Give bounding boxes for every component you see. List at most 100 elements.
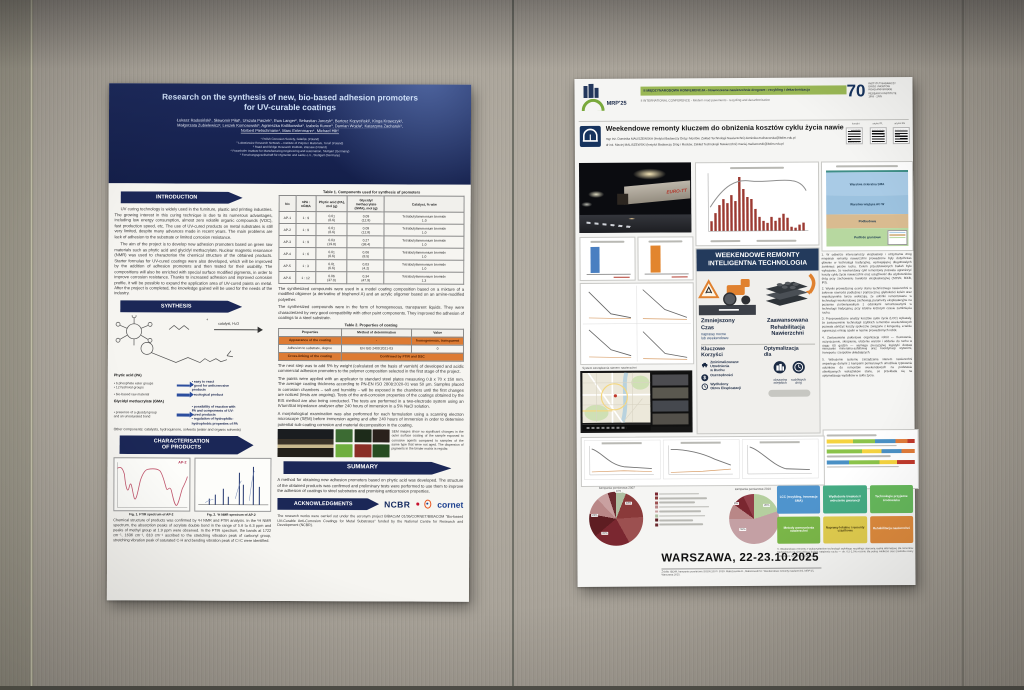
cell: 0.01 (6.6) — [316, 211, 348, 224]
cell: homogeneous, transparent — [411, 336, 464, 346]
optimization-item: ruchliwych dróg — [791, 360, 806, 385]
column-header: Value — [411, 328, 464, 338]
wall-seam-right — [962, 0, 964, 690]
reaction-scheme-drawing — [115, 313, 263, 364]
table-row: AP-5 1 : 3 0.01 (6.6) 0.03 (4.2) Tetrabutyla… — [278, 259, 464, 273]
conclusion-box: Rehabilitacja nawierzchni — [869, 515, 914, 544]
logo-building — [583, 85, 588, 98]
synthesis-bullet-row: • presence of a glycidyl group and an un… — [113, 404, 272, 426]
pavement-layers-icon — [765, 273, 816, 307]
optimization-label: ruchliwych dróg — [790, 377, 806, 385]
city-map-drawing — [582, 372, 651, 423]
benefits-lists-row: Kluczowe Korzyści Zminimalizowane Utrudn… — [697, 346, 819, 399]
column-header: Properties — [278, 328, 342, 337]
column-header: Phytic acid (PA), mol (g) — [316, 195, 348, 212]
truck-logo-text: EURO-TT — [666, 187, 687, 195]
blue-bar — [590, 246, 600, 273]
arrow-right-icon — [176, 393, 190, 397]
logo-building — [588, 83, 594, 98]
characterisation-paragraph: Chemical structure of products was confi… — [113, 517, 272, 543]
cell: AP-6 — [278, 271, 296, 284]
bullet-left-text: • presence of a glycidyl group and an un… — [113, 410, 157, 419]
cell: AP-3 — [278, 235, 296, 248]
infographic-header: WEEKENDOWE REMONTY INTELIGENTNA TECHNOLO… — [696, 248, 819, 272]
fig2-caption: Fig. 2. ¹H NMR spectrum of AP-2 — [206, 512, 256, 517]
right-poster-title: Weekendowe remonty kluczem do obniżenia … — [605, 124, 844, 133]
legend-row — [655, 518, 717, 522]
cell: 0.06 (8.5) — [347, 247, 385, 260]
infographic-header-line2: INTELIGENTNA TECHNOLOGIA — [708, 259, 808, 268]
conference-title-pl: II MIĘDZYNARODOWA KONFERENCJA - Nowoczes… — [640, 85, 847, 96]
cell: 0.01 (6.6) — [315, 247, 348, 260]
wall-seam-center — [512, 0, 514, 690]
ibdim-logo — [579, 125, 601, 148]
numbered-paragraph: 3. Przeprowadzone analizy kosztów cyklu … — [821, 316, 912, 333]
axis-line — [586, 273, 631, 274]
legend-swatch — [889, 236, 906, 239]
synthesis-bullet-row: • 6 phosphate ester groups • 12 hydroxyl… — [114, 379, 272, 392]
cell: 1 : 3 — [295, 259, 316, 272]
night-roadworks-photo: EURO-TT — [578, 162, 692, 234]
conclusion-boxes-grid: LCC (recykling, innowacje SMA) Wydłużeni… — [776, 484, 914, 544]
cell: Tetrabutylammonium bromide 1.3 — [384, 271, 464, 285]
benefit-item-text: Wydłużony Okres Eksploatacji — [710, 382, 742, 391]
optimization-label: obszarów miejskich — [773, 377, 788, 386]
cell: 1 : 6 — [295, 247, 316, 260]
pie-chart-2007: 18% 22% 15% 10% — [588, 489, 644, 546]
strip-marks — [586, 426, 627, 429]
traffic-histogram-panel — [694, 161, 820, 247]
nmr-spectrum-figure — [194, 457, 272, 512]
cell: 0 — [411, 344, 464, 354]
footer-pill — [768, 389, 811, 397]
trend-chart — [583, 439, 661, 480]
line-charts-grid — [579, 282, 695, 366]
pie-legend-list — [654, 492, 717, 528]
sample-panel — [372, 429, 390, 443]
body-paragraph: A morphological examination was also per… — [277, 410, 464, 428]
car-icon — [701, 362, 708, 367]
sem-description: SEM images show no significant changes i… — [391, 429, 464, 451]
pie-label: 18% — [625, 501, 633, 505]
funding-note: The research works were carried out unde… — [277, 513, 464, 528]
chart-title-skeleton — [648, 240, 683, 243]
photo-light-glow — [588, 190, 604, 198]
condition-bar — [826, 449, 915, 454]
strip-thumbnail — [652, 387, 689, 399]
benefit-item-text: Oszczędności — [710, 373, 734, 378]
numbered-paragraph: 5. Wdrożenie systemu zarządzania stanem … — [822, 356, 913, 378]
conclusion-box: LCC (recykling, innowacje SMA) — [776, 485, 821, 514]
table-header-row: No nPA : nGMA Phytic acid (PA), mol (g) … — [279, 195, 465, 213]
cell: Cross-linking of the coating — [278, 352, 342, 361]
cornet-logo: cornet — [437, 499, 464, 510]
summary-heading: SUMMARY — [283, 461, 451, 475]
cell: 1 : 9 — [295, 223, 317, 236]
logo-building — [594, 87, 599, 98]
pavement-management-map — [580, 370, 693, 434]
introduction-heading: INTRODUCTION — [121, 191, 243, 204]
ncbr-logo: NCBR — [384, 499, 411, 510]
optimization-icons-row: obszarów miejskich ruchliwych dróg — [764, 360, 815, 386]
conclusion-box: Technologie przyjazne środowisku — [869, 484, 914, 513]
table-row: AP-3 1 : 9 0.03 (19.8) 0.27 (38.4) Tetrabuty… — [278, 235, 464, 249]
other-components-note: Other components: catalysts, hydroquinon… — [113, 426, 241, 432]
clock-icon — [701, 383, 709, 391]
discussion-text-column: 1. W odbiorze interesariuszy eksploatacj… — [822, 253, 913, 426]
strip-thumbnail — [652, 400, 689, 412]
trend-chart — [741, 438, 819, 479]
left-poster-title: Research on the synthesis of new, bio-ba… — [162, 92, 419, 113]
ftir-curve — [117, 461, 188, 508]
body-paragraph: The next step was to add 5% by weight (c… — [277, 362, 464, 375]
wall-base-strip — [0, 686, 1024, 690]
diagram-legend-box — [887, 230, 908, 246]
photo-light-glow — [632, 168, 667, 180]
qr-code — [869, 127, 887, 145]
benefit-item: $ Oszczędności — [701, 373, 764, 382]
legend-row — [655, 496, 717, 500]
orange-bar — [650, 245, 661, 273]
affiliation-line: ⁵ Forschungsgesellschaft für Pigmente un… — [239, 153, 340, 158]
cell: Tetrabutylammonium bromide 1.0 — [384, 259, 464, 273]
properties-table: Properties Method of determination Value… — [278, 328, 464, 362]
components-table: No nPA : nGMA Phytic acid (PA), mol (g) … — [278, 195, 465, 285]
left-poster-body: INTRODUCTION UV curing technology is wid… — [106, 183, 471, 602]
pavement-layers-diagram: Warstwa ścieralna SMA Warstwa wiążąca AC… — [820, 160, 914, 252]
